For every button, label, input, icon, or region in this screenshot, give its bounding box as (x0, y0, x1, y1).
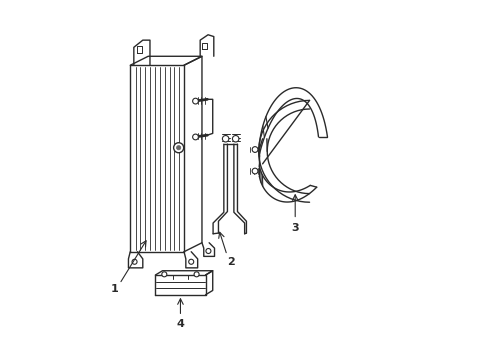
Circle shape (232, 135, 239, 142)
Circle shape (176, 145, 181, 150)
Circle shape (132, 259, 137, 264)
Circle shape (252, 168, 258, 174)
Circle shape (206, 248, 211, 253)
Text: 1: 1 (110, 284, 118, 294)
Circle shape (189, 259, 194, 264)
Circle shape (193, 98, 198, 104)
Circle shape (222, 135, 229, 142)
Text: 4: 4 (176, 319, 184, 329)
Circle shape (194, 272, 199, 277)
Circle shape (193, 134, 198, 140)
Text: 3: 3 (292, 224, 299, 233)
Circle shape (173, 143, 184, 153)
Circle shape (162, 272, 167, 277)
Circle shape (252, 147, 258, 152)
Text: 2: 2 (227, 257, 235, 267)
